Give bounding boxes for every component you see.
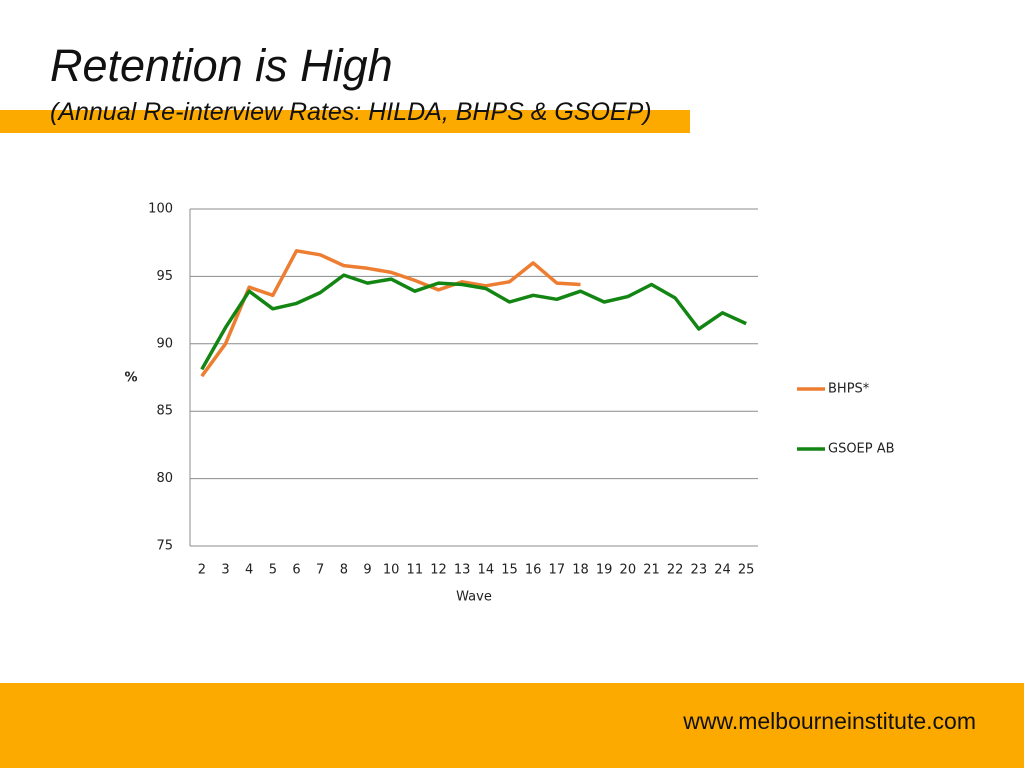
slide-title: Retention is High bbox=[50, 40, 393, 91]
x-tick-label: 7 bbox=[316, 563, 324, 578]
y-tick-label: 80 bbox=[156, 471, 173, 486]
x-tick-label: 19 bbox=[596, 563, 613, 578]
series-line bbox=[200, 249, 581, 378]
slide-subtitle: (Annual Re-interview Rates: HILDA, BHPS … bbox=[50, 98, 652, 126]
x-tick-label: 9 bbox=[363, 563, 371, 578]
x-tick-label: 24 bbox=[714, 563, 731, 578]
y-tick-label: 90 bbox=[156, 336, 173, 351]
x-tick-label: 11 bbox=[407, 563, 424, 578]
footer-band bbox=[0, 683, 1024, 768]
x-tick-label: 2 bbox=[198, 563, 206, 578]
x-tick-label: 14 bbox=[478, 563, 495, 578]
chart: % Wave 75 80 85 90 95 100 2 3 4 5 6 7 8 9 10 11 12 13 14 15… bbox=[124, 202, 895, 605]
x-axis-label: Wave bbox=[456, 590, 492, 605]
x-tick-label: 5 bbox=[269, 563, 277, 578]
series-line bbox=[200, 273, 747, 371]
x-tick-label: 6 bbox=[292, 563, 300, 578]
x-tick-label: 25 bbox=[738, 563, 755, 578]
header-band bbox=[0, 110, 690, 133]
x-tick-label: 13 bbox=[454, 563, 471, 578]
x-tick-label: 21 bbox=[643, 563, 660, 578]
y-tick-label: 100 bbox=[148, 202, 173, 217]
y-tick-label: 95 bbox=[156, 269, 173, 284]
x-tick-label: 4 bbox=[245, 563, 253, 578]
legend-label: GSOEP AB bbox=[828, 442, 895, 457]
x-tick-label: 8 bbox=[340, 563, 348, 578]
x-tick-label: 3 bbox=[221, 563, 229, 578]
x-tick-label: 18 bbox=[572, 563, 589, 578]
x-tick-label: 23 bbox=[691, 563, 708, 578]
y-axis-label: % bbox=[124, 371, 137, 386]
y-tick-label: 75 bbox=[156, 539, 173, 554]
x-tick-label: 12 bbox=[430, 563, 447, 578]
x-tick-label: 22 bbox=[667, 563, 684, 578]
x-tick-label: 10 bbox=[383, 563, 400, 578]
x-tick-label: 16 bbox=[525, 563, 542, 578]
legend-label: BHPS* bbox=[828, 382, 870, 397]
x-tick-label: 17 bbox=[549, 563, 566, 578]
y-tick-label: 85 bbox=[156, 404, 173, 419]
footer-url: www.melbourneinstitute.com bbox=[683, 708, 976, 734]
x-tick-label: 20 bbox=[620, 563, 637, 578]
x-tick-label: 15 bbox=[501, 563, 518, 578]
